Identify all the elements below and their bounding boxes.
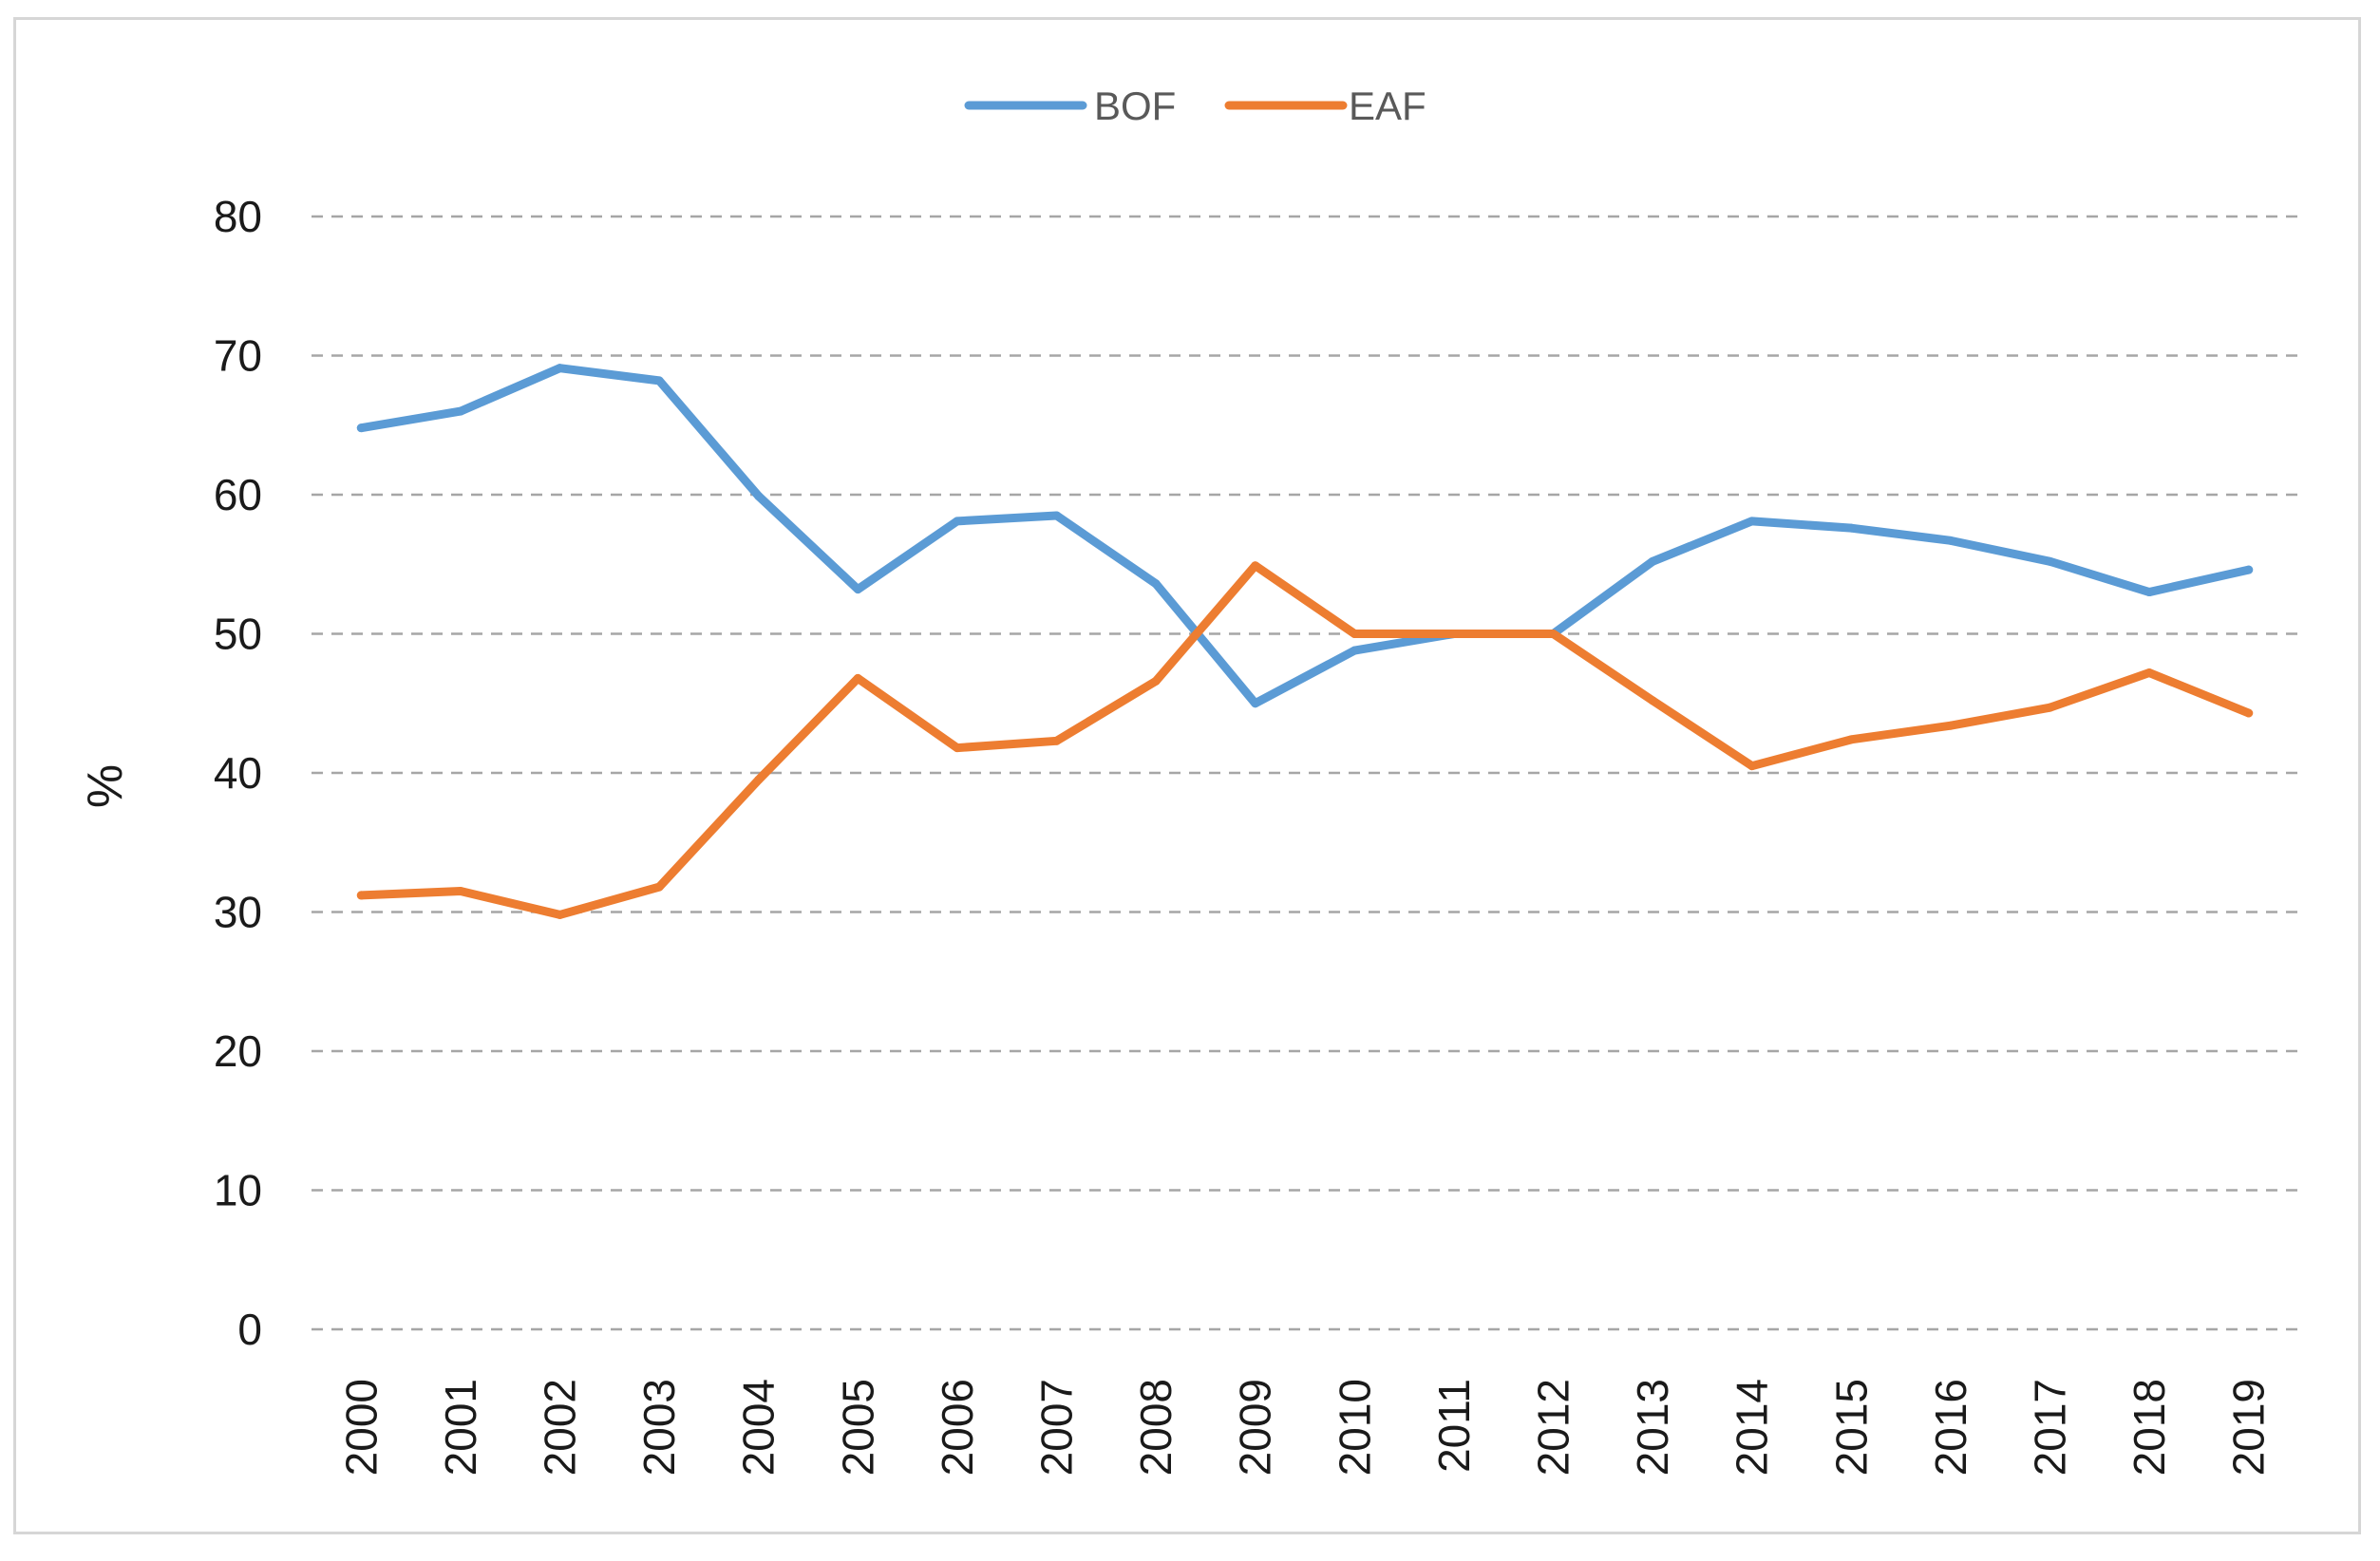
x-tick-label: 2004 — [734, 1379, 784, 1476]
data-point-bof-2010 — [1350, 646, 1359, 655]
data-point-eaf-2007 — [1052, 736, 1061, 745]
data-point-eaf-2008 — [1151, 676, 1161, 686]
data-point-eaf-2009 — [1251, 561, 1260, 571]
data-point-eaf-2013 — [1648, 696, 1657, 705]
series-line-bof — [356, 364, 2254, 708]
data-point-eaf-2012 — [1549, 630, 1558, 638]
x-tick-label: 2012 — [1529, 1379, 1578, 1476]
y-tick-label: 80 — [214, 192, 262, 241]
series-line-eaf — [356, 561, 2254, 919]
data-point-bof-2013 — [1648, 556, 1657, 566]
data-point-eaf-2017 — [2046, 703, 2054, 712]
x-tick-label: 2013 — [1628, 1379, 1677, 1476]
x-tick-label: 2001 — [436, 1379, 485, 1476]
data-point-eaf-2003 — [654, 882, 664, 892]
data-point-eaf-2010 — [1350, 630, 1359, 638]
y-axis-label: % — [78, 764, 133, 808]
y-tick-label: 20 — [214, 1026, 262, 1076]
x-tick-label: 2003 — [634, 1379, 684, 1476]
data-point-bof-2017 — [2046, 556, 2054, 566]
data-point-bof-2007 — [1052, 511, 1061, 520]
x-tick-label: 2000 — [336, 1379, 386, 1476]
data-point-bof-2004 — [754, 491, 764, 500]
data-point-bof-2018 — [2144, 588, 2154, 597]
data-point-eaf-2000 — [356, 891, 366, 900]
y-tick-label: 10 — [214, 1166, 262, 1215]
x-tick-label: 2008 — [1131, 1379, 1181, 1476]
x-tick-label: 2018 — [2125, 1379, 2174, 1476]
data-point-bof-2003 — [654, 376, 664, 386]
gridlines — [312, 215, 2298, 1331]
x-tick-label: 2010 — [1330, 1379, 1379, 1476]
data-point-eaf-2011 — [1449, 630, 1459, 638]
data-point-eaf-2006 — [953, 743, 962, 753]
y-axis-ticks: 0 10 20 30 40 50 60 70 80 — [214, 192, 262, 1354]
legend-label-bof: BOF — [1094, 84, 1176, 128]
x-tick-label: 2015 — [1826, 1379, 1876, 1476]
data-point-eaf-2005 — [853, 673, 862, 683]
data-point-eaf-2014 — [1747, 762, 1757, 771]
data-point-eaf-2018 — [2144, 668, 2154, 678]
series-bof — [356, 364, 2254, 708]
data-point-eaf-2019 — [2244, 708, 2254, 718]
data-point-bof-2000 — [356, 423, 366, 433]
legend: BOF EAF — [964, 84, 1426, 128]
x-tick-label: 2005 — [833, 1379, 882, 1476]
data-point-bof-2001 — [456, 406, 465, 416]
data-point-eaf-2004 — [754, 775, 764, 784]
data-point-bof-2006 — [953, 517, 962, 526]
data-point-bof-2008 — [1151, 579, 1161, 589]
data-point-bof-2002 — [556, 364, 564, 373]
data-point-bof-2014 — [1747, 517, 1757, 526]
x-tick-label: 2016 — [1926, 1379, 1975, 1476]
data-point-bof-2005 — [853, 585, 862, 594]
data-point-bof-2009 — [1251, 699, 1260, 708]
y-tick-label: 0 — [237, 1305, 262, 1354]
x-tick-label: 2006 — [933, 1379, 982, 1476]
data-point-bof-2015 — [1846, 523, 1856, 533]
y-tick-label: 40 — [214, 748, 262, 798]
x-tick-label: 2009 — [1231, 1379, 1280, 1476]
x-tick-label: 2017 — [2026, 1379, 2075, 1476]
x-tick-label: 2014 — [1728, 1379, 1777, 1476]
x-tick-label: 2002 — [536, 1379, 585, 1476]
data-point-bof-2019 — [2244, 565, 2254, 574]
series-lines — [356, 364, 2254, 919]
x-tick-label: 2011 — [1429, 1379, 1479, 1473]
y-tick-label: 60 — [214, 470, 262, 519]
x-axis-ticks: 2000 2001 2002 2003 2004 2005 2006 2007 2008 2009… — [336, 1379, 2273, 1476]
y-tick-label: 50 — [214, 610, 262, 659]
data-point-bof-2016 — [1946, 536, 1955, 545]
data-point-eaf-2002 — [556, 910, 564, 919]
x-tick-label: 2019 — [2224, 1379, 2274, 1476]
series-eaf — [356, 561, 2254, 919]
legend-label-eaf: EAF — [1349, 84, 1426, 128]
chart-frame — [13, 17, 2361, 1534]
data-point-eaf-2001 — [456, 887, 465, 896]
y-tick-label: 30 — [214, 888, 262, 937]
data-point-eaf-2016 — [1946, 721, 1955, 730]
data-point-eaf-2015 — [1846, 735, 1856, 744]
x-tick-label: 2007 — [1032, 1379, 1082, 1476]
y-tick-label: 70 — [214, 331, 262, 381]
